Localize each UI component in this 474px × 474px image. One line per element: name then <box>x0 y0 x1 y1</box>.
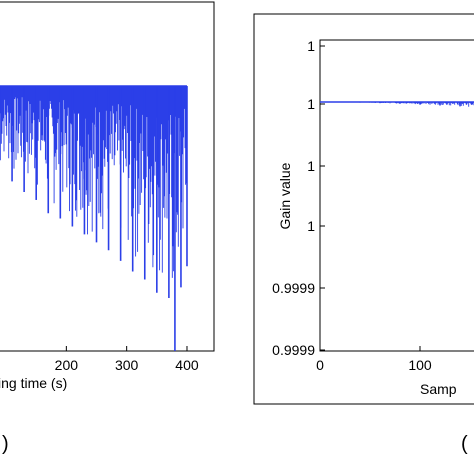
right-y-tick-label: 0.9999 <box>272 342 315 358</box>
left-x-ticks: 200 300 400 <box>55 346 199 373</box>
right-y-tick-label: 1 <box>307 96 315 112</box>
right-y-tick-label: 1 <box>307 158 315 174</box>
left-x-tick-label: 400 <box>175 357 199 373</box>
left-x-axis-label: ing time (s) <box>0 375 67 391</box>
left-series-band <box>0 86 188 278</box>
right-y-tick-label: 0.9999 <box>272 280 315 296</box>
right-series-band <box>324 102 474 107</box>
right-x-tick-label: 0 <box>316 357 324 373</box>
right-plot-frame <box>253 13 474 405</box>
right-y-tick-label: 1 <box>307 218 315 234</box>
left-x-tick-label: 300 <box>115 357 139 373</box>
left-chart: 200 300 400 ing time (s) ) <box>0 1 215 455</box>
right-y-ticks: 1 1 1 1 0.9999 0.9999 <box>272 38 325 358</box>
right-x-tick-label: 100 <box>408 357 432 373</box>
left-panel-label: ) <box>2 433 9 455</box>
left-plot-frame <box>0 1 215 352</box>
right-chart: 1 1 1 1 0.9999 0.9999 0 100 Gain value Samp ( <box>253 13 474 455</box>
right-x-ticks: 0 100 <box>316 346 432 373</box>
right-axes-box <box>319 39 474 352</box>
right-x-axis-label: Samp <box>420 381 457 397</box>
right-panel-label: ( <box>461 433 468 455</box>
right-y-axis-label: Gain value <box>277 162 293 229</box>
right-y-tick-label: 1 <box>307 38 315 54</box>
right-plot-area <box>320 101 474 107</box>
left-x-tick-label: 200 <box>55 357 79 373</box>
left-plot-area <box>0 85 188 351</box>
